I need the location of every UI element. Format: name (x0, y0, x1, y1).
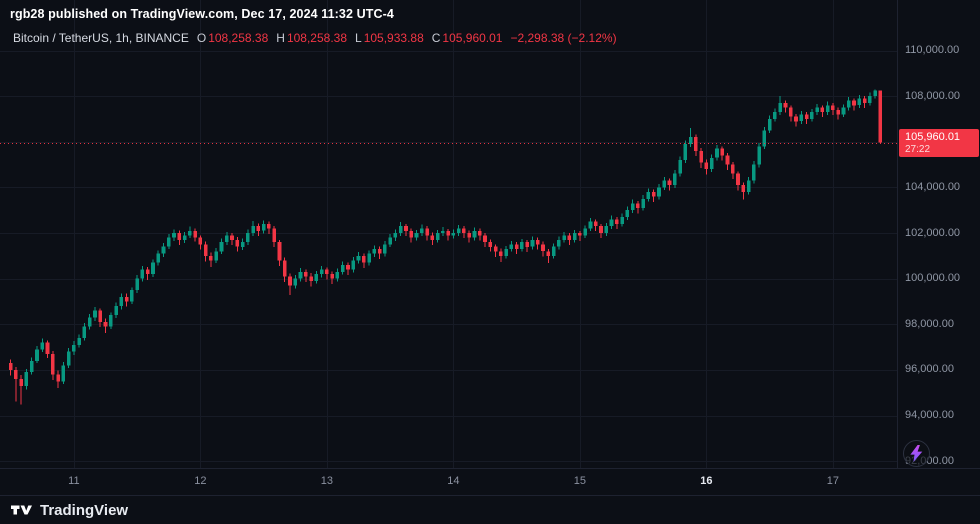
price-tick-label: 100,000.00 (905, 272, 961, 285)
symbol-legend: Bitcoin / TetherUS, 1h, BINANCE O 108,258.… (13, 31, 617, 45)
low-value: 105,933.88 (363, 31, 424, 45)
symbol-title[interactable]: Bitcoin / TetherUS, 1h, BINANCE (13, 31, 189, 45)
footer-bar: TradingView (0, 495, 980, 524)
price-tick-label: 104,000.00 (905, 180, 961, 193)
time-tick-label: 13 (320, 475, 334, 487)
close-label: C (431, 31, 441, 45)
lightning-bolt-icon (910, 445, 923, 462)
price-tick-label: 110,000.00 (905, 44, 960, 57)
attribution-text: rgb28 published on TradingView.com, Dec … (10, 7, 394, 21)
time-tick-label: 16 (700, 475, 713, 487)
candlestick-chart[interactable] (0, 0, 897, 468)
time-axis[interactable]: 11 12 13 14 15 16 17 (0, 468, 980, 495)
low-label: L (355, 31, 362, 45)
price-tick-label: 108,000.00 (905, 89, 961, 102)
high-label: H (276, 31, 285, 45)
bar-countdown: 27:22 (905, 143, 931, 155)
high-value: 108,258.38 (286, 31, 347, 45)
time-tick-label: 12 (194, 475, 207, 487)
tradingview-logo-icon[interactable] (11, 503, 33, 517)
open-label: O (196, 31, 207, 45)
time-tick-label: 15 (573, 475, 587, 487)
time-tick-label: 17 (826, 475, 840, 487)
close-value: 105,960.01 (442, 31, 503, 45)
price-tick-label: 102,000.00 (905, 226, 961, 239)
price-tick-label: 98,000.00 (905, 317, 954, 330)
tradingview-brand[interactable]: TradingView (40, 501, 129, 519)
time-tick-label: 11 (68, 475, 80, 487)
time-tick-label: 14 (447, 475, 460, 487)
last-price-label: 105,960.01 27:22 (899, 128, 979, 157)
last-price-value: 105,960.01 (905, 130, 961, 143)
price-tick-label: 96,000.00 (905, 363, 954, 376)
open-value: 108,258.38 (208, 31, 269, 45)
price-axis[interactable]: 105,960.01 27:22 110,000.00108,000.00106… (897, 0, 980, 468)
boost-button[interactable] (903, 440, 930, 467)
change-value: −2,298.38 (−2.12%) (510, 31, 617, 45)
price-tick-label: 94,000.00 (905, 409, 954, 422)
